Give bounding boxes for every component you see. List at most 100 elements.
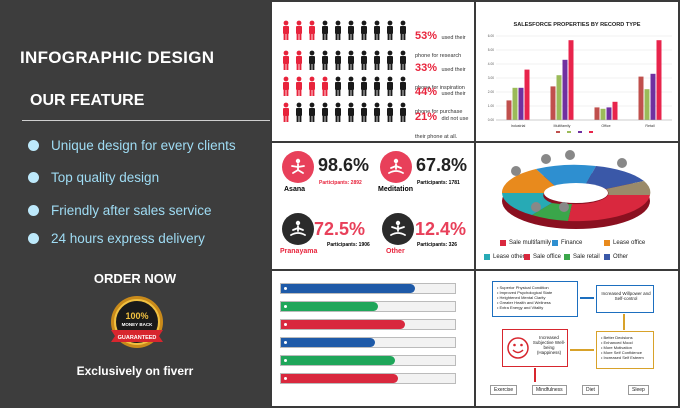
bar — [600, 108, 606, 120]
bar — [562, 59, 568, 120]
bar — [638, 76, 644, 120]
donut-segment — [586, 166, 644, 189]
row-marker — [281, 284, 289, 293]
meditation-label: Meditation — [378, 186, 413, 193]
person-icon — [296, 20, 302, 40]
list-item — [280, 355, 456, 366]
legend-label: Other — [613, 254, 629, 260]
row-cap — [398, 320, 405, 329]
person-icon — [309, 76, 315, 96]
bullet-dot-icon — [28, 233, 39, 244]
activities-panel: 98.6% Asana Participants: 2892 67.8% Med… — [272, 143, 474, 269]
asana-participants: Participants: 2892 — [319, 180, 362, 186]
happiness-box: Increased Subjective Well-being (Happine… — [502, 329, 568, 367]
heading-underline — [22, 120, 270, 121]
person-icon — [296, 76, 302, 96]
row-marker — [281, 356, 289, 365]
x-tick-label: Retail — [645, 124, 654, 128]
person-icon — [387, 102, 393, 122]
willpower-box: Increased Willpower and Self-control — [596, 285, 654, 313]
list-item — [280, 337, 456, 348]
willpower-text: Increased Willpower and Self-control — [601, 291, 651, 301]
person-icon — [322, 20, 328, 40]
legend-item: Lease office — [604, 240, 645, 246]
list-item: • Enhanced Mood — [601, 340, 633, 345]
donut-chart — [501, 150, 651, 229]
x-tick-label: Multifamily — [554, 124, 571, 128]
flow-arrow — [580, 297, 594, 299]
row-dot-icon — [283, 341, 287, 344]
bar — [550, 86, 556, 120]
happiness-text: Increased Subjective Well-being (Happine… — [532, 335, 566, 355]
person-icon — [361, 102, 367, 122]
yoga-pose-icon — [291, 158, 305, 174]
row-marker — [281, 374, 289, 383]
bar — [644, 89, 650, 120]
other-label: Other — [386, 248, 405, 255]
y-tick-label: 3.00 — [488, 76, 494, 80]
legend-item: Lease other — [484, 254, 525, 260]
list-item: • More Self Confidence — [601, 350, 642, 355]
legend-label: Finance — [561, 240, 583, 246]
person-icon — [322, 102, 328, 122]
bar — [650, 73, 656, 120]
x-tick-label: Industrial — [511, 124, 526, 128]
person-icon — [387, 50, 393, 70]
legend-swatch — [578, 131, 582, 133]
y-tick-label: 4.00 — [488, 62, 494, 66]
donut-segment — [536, 164, 596, 187]
person-icon — [400, 102, 406, 122]
y-tick-label: 1.00 — [488, 104, 494, 108]
bar — [656, 40, 662, 121]
stat-percent: 53% — [415, 30, 438, 42]
legend-label: Lease office — [613, 240, 646, 246]
other-circle — [382, 213, 414, 245]
stat-text: used their phone for research — [415, 35, 466, 59]
bar — [506, 100, 512, 120]
other-percent: 12.4% — [415, 219, 467, 239]
person-icon — [283, 102, 289, 122]
asana-percent: 98.6% — [318, 155, 370, 175]
list-item — [280, 283, 456, 294]
person-icon — [348, 102, 354, 122]
legend-label: Sale office — [533, 254, 561, 260]
row-cap — [408, 284, 415, 293]
map-pin-icon — [511, 166, 521, 176]
stat-text: used their phone for inspiration — [415, 67, 466, 91]
flow-arrow — [534, 368, 536, 382]
row-marker — [281, 338, 289, 347]
person-icon — [387, 76, 393, 96]
person-icon — [361, 20, 367, 40]
pranayama-participants: Participants: 1906 — [327, 242, 370, 248]
person-icon — [309, 102, 315, 122]
pranayama-percent: 72.5% — [314, 219, 366, 239]
habit-step: Exercise — [490, 385, 518, 395]
row-cap — [368, 338, 375, 347]
person-icon — [348, 20, 354, 40]
outcomes-box: • Better Decisions • Enhanced Mood • More … — [596, 331, 654, 369]
bar-chart: SALESFORCE PROPERTIES BY RECORD TYPE 0.0… — [488, 22, 672, 133]
bar — [556, 75, 562, 120]
people-stats-panel: 53% used their phone for research 33% us… — [272, 2, 474, 141]
person-icon — [400, 50, 406, 70]
habit-steps: Exercise Mindfulness Diet Sleep — [486, 385, 670, 395]
stat-row: 33% used their phone for inspiration — [415, 58, 474, 94]
benefits-box: • Superior Physical Condition • Improved … — [492, 281, 578, 317]
bar — [568, 40, 574, 121]
person-icon — [348, 76, 354, 96]
list-item — [280, 319, 456, 330]
list-item: • Greater Health and Wellness — [497, 300, 551, 305]
legend-swatch — [552, 240, 558, 246]
row-cap — [391, 374, 398, 383]
other-participants: Participants: 326 — [417, 242, 458, 248]
badge-middle-text: MONEY BACK — [122, 322, 153, 327]
x-tick-label: Office — [601, 124, 610, 128]
fiverr-footer: Exclusively on fiverr — [76, 364, 194, 378]
list-item: • Heightened Mental Clarity — [497, 295, 546, 300]
stat-percent: 33% — [415, 62, 438, 74]
legend-swatch — [484, 254, 490, 260]
legend-label: Sale retail — [573, 254, 600, 260]
row-marker — [281, 320, 289, 329]
stat-text: did not use their phone at all. — [415, 116, 469, 140]
